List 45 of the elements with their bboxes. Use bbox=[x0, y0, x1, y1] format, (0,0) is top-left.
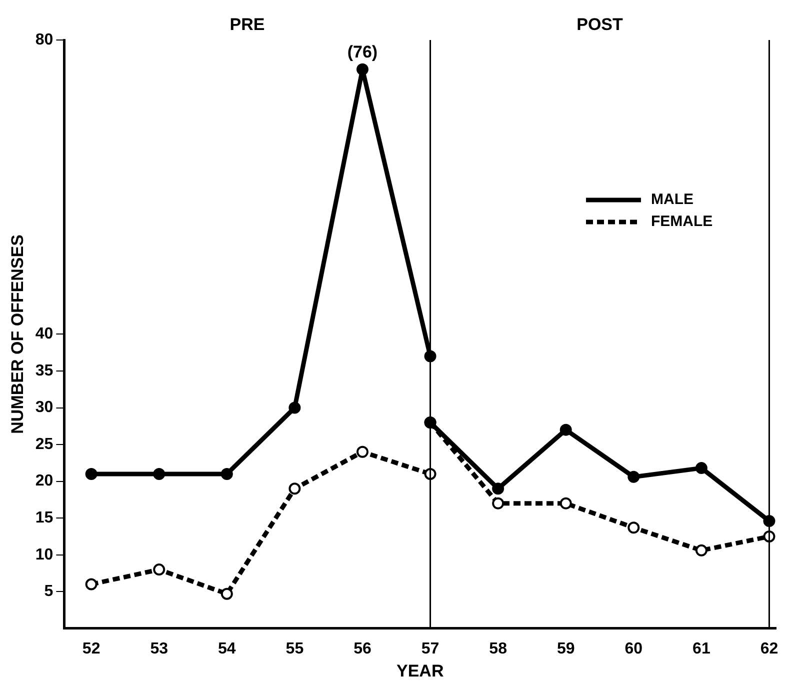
annotation: (76) bbox=[347, 42, 378, 62]
legend-label: FEMALE bbox=[651, 213, 713, 230]
x-tick-label: 61 bbox=[692, 640, 710, 658]
y-axis-title: NUMBER OF OFFENSES bbox=[8, 234, 27, 434]
point bbox=[492, 497, 504, 510]
x-tick-label: 54 bbox=[218, 640, 236, 658]
point bbox=[628, 470, 640, 483]
point bbox=[153, 468, 166, 480]
y-tick-label: 30 bbox=[35, 399, 54, 416]
point bbox=[628, 522, 640, 534]
legend-label: MALE bbox=[651, 191, 694, 208]
point bbox=[560, 497, 572, 510]
point bbox=[153, 564, 166, 576]
text: POST bbox=[576, 15, 624, 34]
point bbox=[560, 424, 572, 436]
x-axis-title: YEAR bbox=[396, 661, 444, 680]
x-tick-label: 55 bbox=[286, 640, 304, 658]
y-tick-label: 20 bbox=[35, 472, 54, 490]
y-tick-label: 10 bbox=[35, 546, 54, 564]
point bbox=[85, 578, 98, 590]
x-tick-label: 52 bbox=[82, 640, 100, 658]
point bbox=[695, 544, 708, 556]
point bbox=[356, 63, 368, 76]
x-tick-label: 58 bbox=[489, 640, 508, 658]
x-tick-label: 60 bbox=[624, 640, 643, 658]
y-tick-label: 25 bbox=[35, 436, 54, 453]
point bbox=[288, 482, 301, 495]
point bbox=[492, 482, 504, 495]
x-tick-label: 53 bbox=[150, 640, 168, 658]
y-tick-label: 35 bbox=[35, 362, 54, 380]
y-tick-label: 5 bbox=[44, 583, 54, 600]
x-tick-label: 56 bbox=[354, 640, 372, 658]
point bbox=[695, 462, 708, 474]
y-tick-label: 40 bbox=[35, 326, 54, 343]
text: PRE bbox=[230, 15, 265, 34]
y-tick-label: 15 bbox=[35, 509, 54, 526]
point bbox=[288, 402, 301, 414]
point bbox=[220, 588, 233, 600]
x-tick-label: 59 bbox=[556, 640, 575, 658]
x-tick-label: 62 bbox=[760, 640, 778, 658]
point bbox=[85, 468, 98, 480]
point bbox=[356, 446, 368, 458]
x-tick-label: 57 bbox=[421, 640, 440, 658]
point bbox=[220, 468, 233, 480]
y-tick-label: 80 bbox=[35, 31, 54, 48]
